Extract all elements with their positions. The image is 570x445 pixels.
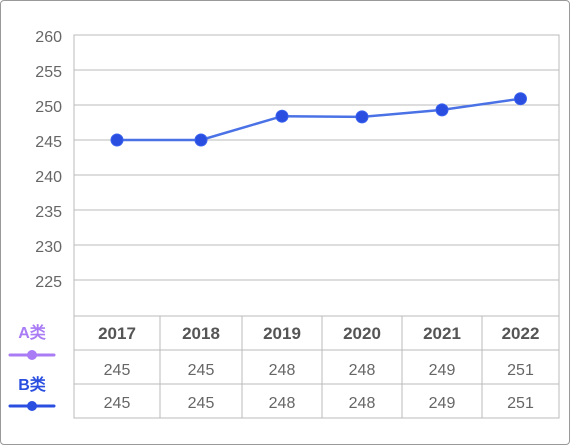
series-line-group — [110, 92, 527, 147]
table-value-cell: 248 — [349, 395, 376, 412]
table-value-cell: 251 — [507, 395, 534, 412]
y-tick-label: 240 — [35, 169, 62, 186]
data-table: 2017 2018 2019 2020 2021 2022 245 245 248 248 249 2… — [73, 315, 560, 419]
series-point — [110, 133, 124, 147]
legend-b-marker-icon — [27, 401, 37, 411]
table-value-cell: 245 — [188, 395, 215, 412]
table-value-cell: 249 — [429, 395, 456, 412]
table-value-cell: 249 — [429, 362, 456, 379]
x-category-label: 2021 — [423, 324, 461, 343]
y-tick-label: 255 — [35, 64, 62, 81]
x-category-label: 2018 — [182, 324, 220, 343]
table-value-cell: 245 — [104, 362, 131, 379]
table-value-cell: 248 — [269, 362, 296, 379]
y-tick-label: 235 — [35, 204, 62, 221]
x-category-label: 2017 — [98, 324, 136, 343]
legend-a: A类 — [8, 323, 56, 360]
legend-b-label: B类 — [18, 375, 47, 394]
y-tick-label: 225 — [35, 274, 62, 291]
table-value-cell: 248 — [349, 362, 376, 379]
x-category-label: 2022 — [502, 324, 540, 343]
series-point — [275, 109, 289, 123]
table-value-cell: 245 — [104, 395, 131, 412]
table-value-cell: 245 — [188, 362, 215, 379]
legend-a-marker-icon — [27, 350, 37, 360]
y-tick-label: 245 — [35, 134, 62, 151]
legend-b: B类 — [8, 375, 56, 411]
x-category-label: 2020 — [343, 324, 381, 343]
y-tick-label: 230 — [35, 239, 62, 256]
table-value-cell: 251 — [507, 362, 534, 379]
series-point — [355, 110, 369, 124]
y-tick-label: 260 — [35, 29, 62, 46]
plot-border — [73, 34, 560, 419]
y-tick-label: 250 — [35, 99, 62, 116]
series-point — [435, 103, 449, 117]
table-value-cell: 248 — [269, 395, 296, 412]
series-line — [117, 97, 521, 142]
series-point — [194, 133, 208, 147]
legend-a-label: A类 — [18, 323, 47, 342]
gridlines — [74, 69, 559, 281]
x-category-label: 2019 — [263, 324, 301, 343]
series-point — [514, 92, 527, 106]
